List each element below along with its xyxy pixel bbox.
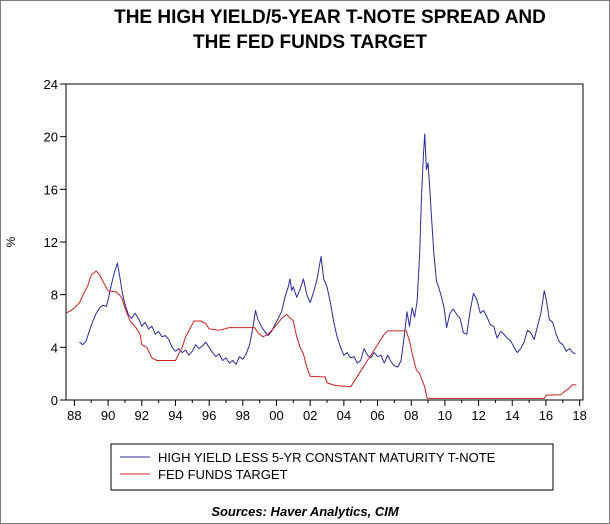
x-tick-label: 96 [202, 408, 216, 423]
x-tick-label: 12 [471, 408, 485, 423]
x-tick-label: 90 [101, 408, 115, 423]
x-tick-label: 18 [572, 408, 586, 423]
x-tick-label: 10 [438, 408, 452, 423]
x-tick-label: 94 [168, 408, 182, 423]
series-group [65, 133, 577, 399]
y-axis-label: % [4, 236, 18, 247]
y-tick-label: 20 [44, 130, 58, 145]
x-tick-label: 02 [303, 408, 317, 423]
x-tick-label: 88 [67, 408, 81, 423]
chart-title-line1: THE HIGH YIELD/5-YEAR T-NOTE SPREAD AND [114, 7, 546, 28]
legend-box [110, 443, 554, 491]
plot-area-border [65, 83, 584, 401]
y-tick-label: 24 [44, 77, 58, 92]
y-tick-label: 16 [44, 182, 58, 197]
y-tick-label: 8 [51, 288, 58, 303]
y-tick-label: 12 [44, 235, 58, 250]
x-tick-label: 14 [505, 408, 519, 423]
chart-title-line2: THE FED FUNDS TARGET [193, 32, 427, 53]
x-tick-label: 98 [236, 408, 250, 423]
y-axis: 0 4 8 12 16 20 24 [44, 77, 66, 408]
x-tick-label: 06 [370, 408, 384, 423]
legend: HIGH YIELD LESS 5-YR CONSTANT MATURITY T… [110, 443, 554, 491]
source-note: Sources: Haver Analytics, CIM [211, 504, 399, 519]
x-tick-label: 92 [135, 408, 149, 423]
x-tick-label: 00 [269, 408, 283, 423]
x-axis: 88 90 92 94 96 98 00 02 04 06 08 10 12 14 16 18 [67, 400, 587, 423]
legend-label: HIGH YIELD LESS 5-YR CONSTANT MATURITY T… [158, 450, 496, 465]
x-tick-label: 04 [337, 408, 351, 423]
series-line-high-yield-spread [79, 133, 576, 368]
x-tick-label: 08 [404, 408, 418, 423]
series-line-fed-funds-target [65, 270, 577, 399]
y-tick-label: 0 [51, 393, 58, 408]
x-tick-label: 16 [539, 408, 553, 423]
legend-label: FED FUNDS TARGET [158, 467, 288, 482]
y-tick-label: 4 [51, 340, 58, 355]
